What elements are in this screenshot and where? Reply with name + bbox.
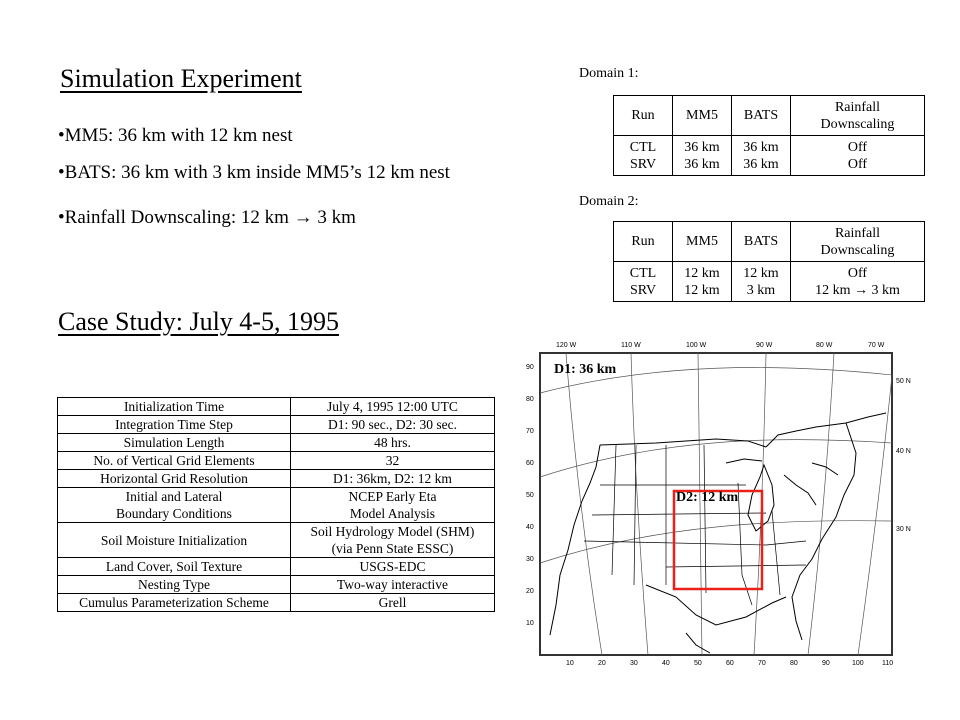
param-value: Two-way interactive [290, 575, 495, 594]
header-bats: BATS [731, 221, 791, 262]
param-name: Initial and Lateral Boundary Conditions [57, 487, 291, 523]
lon-label: 100 W [686, 342, 707, 349]
domain2-table: Run MM5 BATS Rainfall Downscaling CTL SRV … [613, 221, 925, 302]
header-bats: BATS [731, 95, 791, 136]
lat-label: 30 N [896, 526, 911, 533]
svg-text:60: 60 [726, 660, 734, 667]
svg-text:30: 30 [526, 556, 534, 563]
svg-text:80: 80 [526, 396, 534, 403]
lon-label: 90 W [756, 342, 773, 349]
case-study-title: Case Study: July 4-5, 1995 [58, 307, 339, 336]
svg-text:30: 30 [630, 660, 638, 667]
svg-text:10: 10 [566, 660, 574, 667]
param-name: Land Cover, Soil Texture [57, 557, 291, 576]
svg-text:20: 20 [526, 588, 534, 595]
svg-text:50: 50 [526, 492, 534, 499]
param-value: 32 [290, 451, 495, 470]
parallels [539, 367, 893, 564]
param-value: Soil Hydrology Model (SHM) (via Penn Stat… [290, 522, 495, 558]
meridians [565, 352, 893, 656]
bullet-rainfall: •Rainfall Downscaling: 12 km → 3 km [58, 207, 356, 228]
svg-text:100: 100 [852, 660, 864, 667]
param-name: Integration Time Step [57, 415, 291, 434]
param-value: D1: 36km, D2: 12 km [290, 469, 495, 488]
header-mm5: MM5 [672, 221, 732, 262]
svg-text:40: 40 [526, 524, 534, 531]
state-borders [583, 444, 807, 606]
domain2-label: Domain 2: [579, 194, 639, 209]
param-name: Horizontal Grid Resolution [57, 469, 291, 488]
param-name: Initialization Time [57, 397, 291, 416]
cell-mm5: 12 km 12 km [672, 261, 732, 302]
param-name: Cumulus Parameterization Scheme [57, 593, 291, 612]
d2-label: D2: 12 km [676, 490, 739, 505]
domain-map: 120 W 110 W 100 W 90 W 80 W 70 W 50 N 40… [516, 335, 916, 670]
map-svg: 120 W 110 W 100 W 90 W 80 W 70 W 50 N 40… [526, 342, 911, 667]
lon-label: 120 W [556, 342, 577, 349]
param-value: D1: 90 sec., D2: 30 sec. [290, 415, 495, 434]
d2-box [672, 489, 764, 591]
header-rainfall: Rainfall Downscaling [790, 95, 925, 136]
header-run: Run [613, 221, 673, 262]
svg-text:60: 60 [526, 460, 534, 467]
y-ticks: 90 80 70 60 50 40 30 20 10 [526, 364, 534, 627]
svg-text:110: 110 [882, 660, 893, 667]
cell-bats: 36 km 36 km [731, 135, 791, 176]
domain1-label: Domain 1: [579, 66, 639, 81]
domain1-table: Run MM5 BATS Rainfall Downscaling CTL SRV … [613, 95, 925, 176]
d1-label: D1: 36 km [554, 362, 617, 377]
param-value: July 4, 1995 12:00 UTC [290, 397, 495, 416]
x-ticks: 10 20 30 40 50 60 70 80 90 100 110 [566, 660, 893, 667]
lon-label: 80 W [816, 342, 833, 349]
svg-text:90: 90 [526, 364, 534, 371]
svg-text:20: 20 [598, 660, 606, 667]
param-name: No. of Vertical Grid Elements [57, 451, 291, 470]
svg-text:70: 70 [526, 428, 534, 435]
param-value: NCEP Early Eta Model Analysis [290, 487, 495, 523]
svg-text:50: 50 [694, 660, 702, 667]
header-mm5: MM5 [672, 95, 732, 136]
cell-mm5: 36 km 36 km [672, 135, 732, 176]
bullet-mm5: •MM5: 36 km with 12 km nest [58, 125, 293, 146]
coastlines [549, 412, 887, 654]
header-run: Run [613, 95, 673, 136]
lon-label: 110 W [621, 342, 641, 349]
lat-label: 40 N [896, 448, 911, 455]
param-value: 48 hrs. [290, 433, 495, 452]
param-value: Grell [290, 593, 495, 612]
svg-text:70: 70 [758, 660, 766, 667]
param-name: Simulation Length [57, 433, 291, 452]
header-rainfall: Rainfall Downscaling [790, 221, 925, 262]
svg-text:10: 10 [526, 620, 534, 627]
svg-text:80: 80 [790, 660, 798, 667]
cell-rainfall: Off 12 km → 3 km [790, 261, 925, 302]
svg-text:40: 40 [662, 660, 670, 667]
param-name: Nesting Type [57, 575, 291, 594]
lon-label: 70 W [868, 342, 885, 349]
param-name: Soil Moisture Initialization [57, 522, 291, 558]
map-frame [539, 352, 893, 656]
bullet-bats: •BATS: 36 km with 3 km inside MM5’s 12 k… [58, 162, 450, 183]
case-study-table: Initialization Time July 4, 1995 12:00 UT… [57, 397, 495, 612]
simulation-title: Simulation Experiment [60, 64, 302, 93]
lat-label: 50 N [896, 378, 911, 385]
param-value: USGS-EDC [290, 557, 495, 576]
cell-bats: 12 km 3 km [731, 261, 791, 302]
cell-runs: CTL SRV [613, 261, 673, 302]
svg-text:90: 90 [822, 660, 830, 667]
cell-runs: CTL SRV [613, 135, 673, 176]
cell-rainfall: Off Off [790, 135, 925, 176]
